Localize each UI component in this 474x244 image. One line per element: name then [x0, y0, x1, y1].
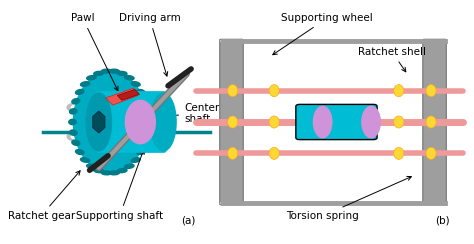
Ellipse shape — [101, 171, 111, 175]
Circle shape — [137, 134, 145, 139]
Ellipse shape — [137, 150, 145, 154]
Ellipse shape — [394, 116, 404, 128]
Text: Supporting wheel: Supporting wheel — [273, 13, 373, 55]
Ellipse shape — [70, 130, 77, 135]
Text: Center
shaft: Center shaft — [151, 103, 219, 124]
Circle shape — [67, 103, 84, 112]
Ellipse shape — [144, 109, 151, 114]
Ellipse shape — [137, 90, 145, 94]
FancyBboxPatch shape — [296, 104, 377, 140]
Ellipse shape — [125, 76, 134, 80]
Ellipse shape — [75, 150, 84, 154]
Ellipse shape — [141, 140, 149, 145]
Text: Supporting shaft: Supporting shaft — [76, 150, 163, 221]
Ellipse shape — [87, 164, 96, 168]
Text: Ratchet shell: Ratchet shell — [358, 47, 426, 72]
Ellipse shape — [269, 85, 279, 97]
Ellipse shape — [426, 147, 436, 159]
Ellipse shape — [94, 71, 104, 75]
Text: (b): (b) — [435, 216, 450, 226]
Circle shape — [132, 132, 149, 141]
Ellipse shape — [75, 90, 84, 94]
Ellipse shape — [72, 99, 80, 104]
Ellipse shape — [394, 147, 404, 159]
Ellipse shape — [72, 140, 80, 145]
Ellipse shape — [144, 130, 151, 135]
Circle shape — [137, 105, 145, 110]
Ellipse shape — [81, 158, 90, 162]
Ellipse shape — [101, 69, 111, 73]
FancyBboxPatch shape — [97, 92, 166, 152]
Ellipse shape — [86, 93, 111, 151]
Circle shape — [132, 103, 149, 112]
Ellipse shape — [228, 116, 238, 128]
Text: (a): (a) — [182, 216, 196, 226]
Ellipse shape — [125, 100, 155, 144]
Polygon shape — [117, 90, 139, 100]
Text: Ratchet gear: Ratchet gear — [8, 171, 80, 221]
Ellipse shape — [269, 116, 279, 128]
Ellipse shape — [228, 85, 238, 97]
Ellipse shape — [69, 119, 76, 125]
Ellipse shape — [141, 99, 149, 104]
Ellipse shape — [394, 85, 404, 97]
Circle shape — [67, 132, 84, 141]
Circle shape — [71, 105, 80, 110]
Ellipse shape — [131, 158, 140, 162]
Ellipse shape — [87, 76, 96, 80]
FancyBboxPatch shape — [220, 39, 243, 205]
Ellipse shape — [125, 164, 134, 168]
Ellipse shape — [426, 85, 436, 97]
Text: Torsion spring: Torsion spring — [286, 176, 411, 221]
Ellipse shape — [131, 82, 140, 86]
Polygon shape — [93, 111, 105, 133]
Ellipse shape — [94, 169, 104, 173]
Ellipse shape — [269, 147, 279, 159]
Circle shape — [71, 134, 80, 139]
Ellipse shape — [228, 147, 238, 159]
Ellipse shape — [70, 109, 77, 114]
Text: Pawl: Pawl — [71, 13, 118, 91]
Polygon shape — [106, 88, 138, 105]
Ellipse shape — [362, 106, 380, 138]
Ellipse shape — [109, 171, 119, 175]
Text: Driving arm: Driving arm — [118, 13, 181, 76]
Ellipse shape — [117, 71, 127, 75]
Ellipse shape — [151, 93, 176, 151]
Ellipse shape — [426, 116, 436, 128]
Ellipse shape — [81, 82, 90, 86]
Ellipse shape — [109, 69, 119, 73]
Ellipse shape — [73, 71, 147, 173]
Ellipse shape — [145, 119, 152, 125]
FancyBboxPatch shape — [423, 39, 447, 205]
Ellipse shape — [313, 106, 332, 138]
Ellipse shape — [117, 169, 127, 173]
